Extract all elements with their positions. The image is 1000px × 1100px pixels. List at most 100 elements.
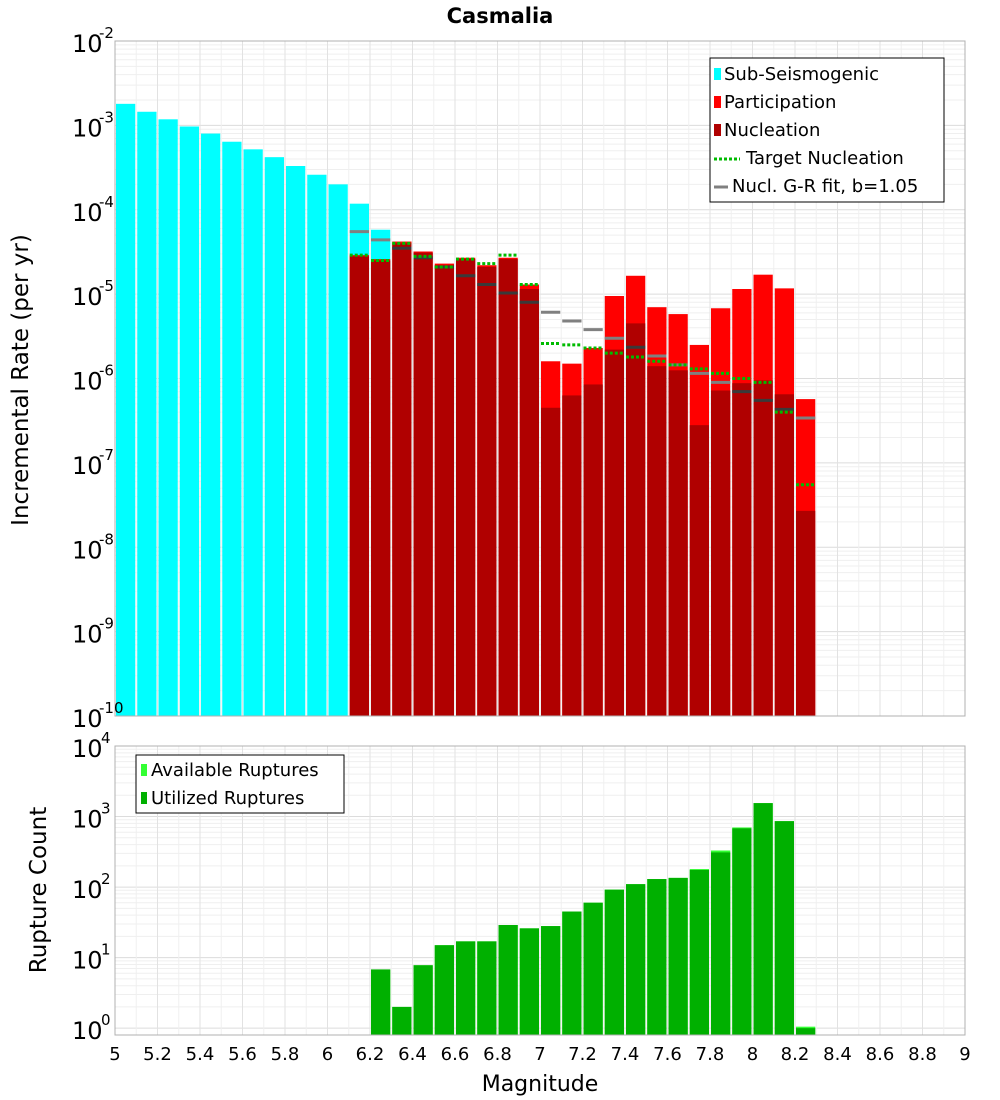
count-y-axis-label: Rupture Count: [26, 807, 52, 973]
legend-label: Target Nucleation: [745, 148, 904, 169]
x-tick-label: 9: [959, 1044, 970, 1065]
x-tick-label: 7.8: [696, 1044, 725, 1065]
x-tick-label: 5.6: [228, 1044, 257, 1065]
utilized-ruptures-bar: [796, 1028, 816, 1035]
rate-y-tick-base: 10: [72, 199, 103, 227]
x-tick-label: 6.6: [441, 1044, 470, 1065]
rate-y-axis-label: Incremental Rate (per yr): [8, 234, 34, 526]
nucleation-bar: [562, 395, 582, 716]
utilized-ruptures-bar: [562, 911, 582, 1035]
x-tick-label: 8.8: [908, 1044, 937, 1065]
count-legend-swatch-1: [141, 792, 147, 804]
nucleation-bar: [392, 243, 412, 717]
sub-seismogenic-bar: [307, 174, 327, 716]
legend-label: Sub-Seismogenic: [724, 64, 879, 85]
legend-label: Nucleation: [724, 120, 820, 141]
legend-swatch-2: [714, 124, 721, 136]
x-tick-label: 8.2: [781, 1044, 810, 1065]
nucleation-bar: [753, 380, 773, 716]
rate-y-tick-exponent: -8: [99, 530, 114, 548]
utilized-ruptures-bar: [732, 828, 752, 1035]
x-tick-label: 8.4: [823, 1044, 852, 1065]
x-tick-label: 6.4: [398, 1044, 427, 1065]
count-y-tick-exponent: 1: [101, 941, 111, 959]
x-tick-label: 6.8: [483, 1044, 512, 1065]
rate-y-tick-exponent: -10: [99, 699, 124, 717]
chart-title: Casmalia: [447, 4, 554, 28]
rate-y-tick-base: 10: [72, 283, 103, 311]
count-bars: [371, 803, 816, 1035]
nucleation-bar: [732, 383, 752, 716]
rate-y-tick-exponent: -9: [99, 615, 114, 633]
nucleation-bar: [371, 260, 391, 716]
nucleation-bar: [456, 259, 476, 716]
count-x-ticks: 5 5.2 5.4 5.6 5.8 6 6.2 6.4 6.6 6.8 7 7.2 7.4 7.6 7.8 8…: [109, 1044, 970, 1065]
rate-y-tick-base: 10: [72, 368, 103, 396]
rate-y-tick-base: 10: [72, 30, 103, 58]
count-y-tick-exponent: 2: [101, 870, 111, 888]
count-y-tick-base: 10: [72, 735, 103, 763]
count-grid: [114, 746, 966, 1035]
utilized-ruptures-bar: [498, 925, 518, 1035]
rate-y-tick-base: 10: [72, 621, 103, 649]
utilized-ruptures-bar: [711, 852, 731, 1035]
nucleation-bar: [541, 407, 561, 716]
x-tick-label: 6.2: [356, 1044, 385, 1065]
rate-y-tick-base: 10: [72, 705, 103, 733]
rate-y-tick-exponent: -6: [99, 362, 114, 380]
utilized-ruptures-bar: [371, 969, 391, 1035]
rate-y-tick-exponent: -4: [99, 193, 114, 211]
nucleation-bar: [711, 390, 731, 716]
rate-y-tick-exponent: -2: [99, 24, 114, 42]
legend-swatch-0: [714, 68, 721, 80]
sub-seismogenic-bar: [264, 157, 284, 717]
nucleation-bar: [519, 289, 539, 716]
x-tick-label: 7.2: [568, 1044, 597, 1065]
count-y-tick-base: 10: [72, 1017, 103, 1045]
utilized-ruptures-bar: [456, 941, 476, 1035]
x-tick-label: 8: [747, 1044, 758, 1065]
utilized-ruptures-bar: [626, 884, 646, 1035]
count-y-tick-exponent: 3: [101, 800, 111, 818]
sub-seismogenic-bar: [116, 103, 136, 717]
count-plot-border: [114, 745, 966, 1036]
rate-y-tick-base: 10: [72, 114, 103, 142]
utilized-ruptures-bar: [583, 902, 603, 1035]
sub-seismogenic-bar: [286, 166, 306, 717]
utilized-ruptures-bar: [604, 889, 624, 1035]
nucleation-bar: [626, 323, 646, 716]
sub-seismogenic-bar: [243, 149, 263, 716]
count-legend-label: Available Ruptures: [151, 760, 319, 781]
utilized-ruptures-bar: [519, 928, 539, 1035]
nucleation-bar: [477, 266, 497, 716]
x-tick-label: 7.4: [611, 1044, 640, 1065]
x-tick-label: 5.8: [271, 1044, 300, 1065]
rate-y-tick-exponent: -3: [99, 108, 114, 126]
utilized-ruptures-bar: [541, 926, 561, 1035]
rate-y-tick-base: 10: [72, 452, 103, 480]
count-y-tick-exponent: 0: [101, 1011, 111, 1029]
count-legend: Available Ruptures Utilized Ruptures: [135, 754, 345, 814]
x-tick-label: 5.2: [143, 1044, 172, 1065]
nucleation-bar: [647, 366, 667, 716]
sub-seismogenic-bar: [158, 119, 178, 717]
rate-y-tick-exponent: -7: [99, 446, 114, 464]
sub-seismogenic-bar: [201, 133, 221, 717]
sub-seismogenic-bar: [328, 184, 348, 717]
utilized-ruptures-bar: [774, 821, 794, 1035]
count-y-tick-base: 10: [72, 947, 103, 975]
utilized-ruptures-bar: [413, 965, 433, 1035]
utilized-ruptures-bar: [689, 869, 709, 1035]
nucleation-bar: [668, 370, 688, 716]
nucleation-bar: [498, 259, 518, 716]
nucleation-bar: [604, 349, 624, 716]
count-legend-swatch-0: [141, 764, 147, 776]
rate-plot-border: [114, 40, 966, 717]
rate-y-tick-base: 10: [72, 536, 103, 564]
count-y-tick-base: 10: [72, 806, 103, 834]
count-legend-label: Utilized Ruptures: [151, 788, 304, 809]
